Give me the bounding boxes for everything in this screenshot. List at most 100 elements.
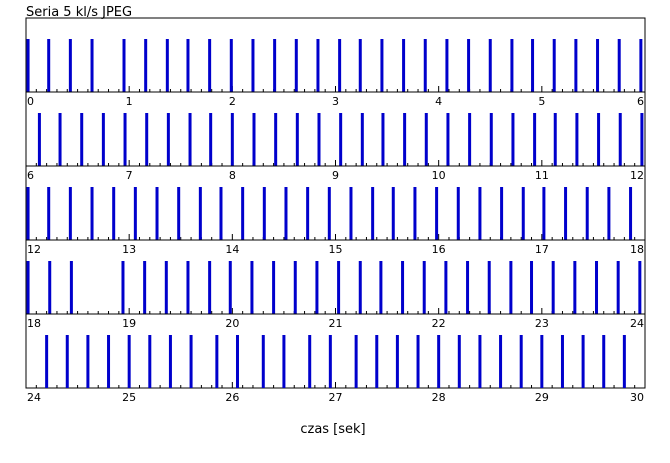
chart-title: Seria 5 kl/s JPEG — [26, 5, 132, 20]
frame-bar — [165, 39, 169, 92]
x-tick-label: 15 — [329, 243, 343, 256]
frame-bar — [573, 261, 577, 314]
x-tick-label: 17 — [535, 243, 549, 256]
frame-bar — [316, 39, 320, 92]
frame-bar — [585, 187, 589, 240]
frame-bar — [208, 39, 212, 92]
frame-bar — [186, 39, 190, 92]
frame-bar — [499, 335, 503, 388]
frame-bar — [487, 261, 491, 314]
frame-bar — [219, 187, 223, 240]
frame-bar — [435, 187, 439, 240]
frame-bar — [337, 261, 341, 314]
frame-bar — [402, 39, 406, 92]
frame-bar — [358, 261, 362, 314]
frame-bar — [478, 335, 482, 388]
frame-bar — [80, 113, 84, 166]
frame-bar — [293, 261, 297, 314]
frame-bar — [574, 39, 578, 92]
frame-bar — [553, 113, 557, 166]
frame-bar — [127, 335, 131, 388]
frame-bar — [607, 187, 611, 240]
x-tick-label: 3 — [332, 95, 339, 108]
frame-bar — [295, 113, 299, 166]
frame-bar — [230, 113, 234, 166]
frame-bar — [380, 39, 384, 92]
x-tick-label: 4 — [435, 95, 442, 108]
frame-bar — [500, 187, 504, 240]
frame-bar — [284, 187, 288, 240]
frame-bar — [189, 335, 193, 388]
frame-bar — [47, 39, 51, 92]
x-tick-label: 1 — [126, 95, 133, 108]
x-tick-label: 10 — [432, 169, 446, 182]
frame-bar — [282, 335, 286, 388]
frame-bar — [391, 187, 395, 240]
frame-bar — [215, 335, 219, 388]
frame-bar — [339, 113, 343, 166]
frame-bar — [379, 261, 383, 314]
frame-bar — [416, 335, 420, 388]
frame-bar — [208, 261, 212, 314]
frame-bar — [581, 335, 585, 388]
frame-bar — [446, 113, 450, 166]
x-tick-label: 11 — [535, 169, 549, 182]
frame-bar — [155, 187, 159, 240]
frame-bar — [143, 261, 147, 314]
frame-bar — [403, 113, 407, 166]
frame-bar — [423, 39, 427, 92]
frame-bar — [540, 335, 544, 388]
frame-bar — [531, 39, 535, 92]
x-tick-label: 16 — [432, 243, 446, 256]
frame-bar — [252, 113, 256, 166]
frame-bar — [26, 261, 30, 314]
frame-bar — [564, 187, 568, 240]
frame-bar — [542, 187, 546, 240]
frame-bar — [639, 39, 643, 92]
frame-bar — [48, 261, 52, 314]
frame-bar — [511, 113, 515, 166]
frame-bar — [164, 261, 168, 314]
frame-bar — [638, 261, 642, 314]
panel-frame — [25, 17, 646, 93]
frame-bar — [250, 261, 254, 314]
frame-bar — [510, 39, 514, 92]
frame-bar — [251, 39, 255, 92]
frame-bar — [375, 335, 379, 388]
frame-bar — [273, 39, 277, 92]
frame-bar — [261, 335, 265, 388]
frame-bar — [45, 335, 49, 388]
frame-bar — [466, 261, 470, 314]
frame-bar — [272, 261, 276, 314]
x-tick-label: 30 — [630, 391, 644, 404]
frame-bar — [618, 113, 622, 166]
frame-bar — [308, 335, 312, 388]
frame-bar — [521, 187, 525, 240]
frame-bar — [445, 39, 449, 92]
x-tick-label: 25 — [122, 391, 136, 404]
x-tick-label: 21 — [329, 317, 343, 330]
x-tick-label: 20 — [225, 317, 239, 330]
frame-bar — [177, 187, 181, 240]
frame-bar — [597, 113, 601, 166]
frame-bar — [457, 335, 461, 388]
frame-bar — [86, 335, 90, 388]
frame-bar — [209, 113, 213, 166]
frame-bar — [122, 39, 126, 92]
x-tick-label: 2 — [229, 95, 236, 108]
frame-bar — [478, 187, 482, 240]
frame-bar — [26, 39, 30, 92]
x-tick-label: 27 — [329, 391, 343, 404]
frame-bar — [69, 261, 73, 314]
frame-bar — [360, 113, 364, 166]
frame-bar — [616, 261, 620, 314]
x-tick-label: 9 — [332, 169, 339, 182]
frame-bar — [198, 187, 202, 240]
x-tick-label: 6 — [637, 95, 644, 108]
frame-bar — [188, 113, 192, 166]
frame-bar — [488, 39, 492, 92]
frame-bar — [437, 335, 441, 388]
frame-bar — [58, 113, 62, 166]
frame-bar — [509, 261, 513, 314]
x-tick-label: 5 — [538, 95, 545, 108]
